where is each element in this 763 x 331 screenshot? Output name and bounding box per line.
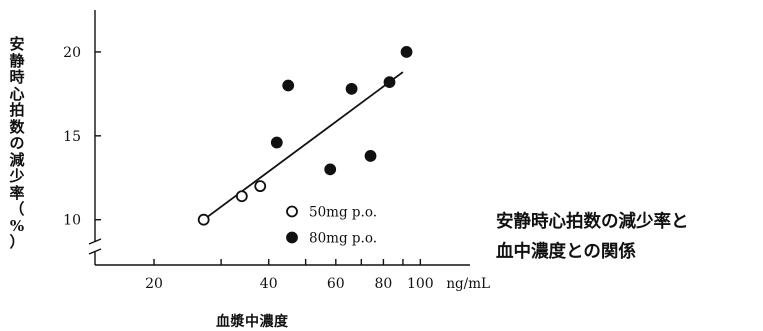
figure-caption: 安静時心拍数の減少率と 血中濃度との関係 xyxy=(496,207,689,267)
y-axis-label-char: 少 xyxy=(9,167,25,185)
axis-break-mark xyxy=(88,248,102,255)
y-axis-label-char: 率 xyxy=(9,183,25,202)
data-point-filled xyxy=(383,76,396,89)
data-point-filled xyxy=(364,150,377,162)
y-axis-label-char: % xyxy=(9,216,25,235)
data-point-filled xyxy=(400,46,413,58)
x-axis-label: 血漿中濃度 xyxy=(216,314,289,330)
caption-line-1: 安静時心拍数の減少率と xyxy=(496,212,689,232)
data-points xyxy=(197,46,413,226)
data-point-filled xyxy=(324,163,337,176)
y-axis-label-char: ） xyxy=(9,233,25,251)
legend-marker xyxy=(286,231,298,244)
x-unit-label: ng/mL xyxy=(446,276,490,292)
legend-label: 80mg p.o. xyxy=(309,231,377,247)
y-axis-label-char: 拍 xyxy=(9,101,25,119)
y-axis-label-char: の xyxy=(9,134,25,152)
y-tick-label: 10 xyxy=(63,213,81,229)
x-tick-label: 20 xyxy=(145,276,163,292)
axis-break-mark xyxy=(88,238,102,245)
y-axis-label-char: 安 xyxy=(9,35,25,53)
y-axis-label-char: 静 xyxy=(9,51,25,70)
caption-line-2: 血中濃度との関係 xyxy=(496,242,636,262)
x-tick-label: 100 xyxy=(407,276,434,292)
data-point-filled xyxy=(270,136,283,149)
y-axis-label-char: 減 xyxy=(9,150,25,169)
y-axis-label-char: 心 xyxy=(9,84,25,103)
axes xyxy=(88,10,470,266)
data-point-open xyxy=(254,180,267,193)
ticks: 10 15 20 20 40 60 80 100 ng/mL xyxy=(63,45,490,292)
y-tick-label: 20 xyxy=(63,45,81,61)
data-point-filled xyxy=(282,79,295,92)
regression-line-group xyxy=(203,71,404,221)
regression-line xyxy=(203,71,404,221)
data-point-open xyxy=(235,190,248,203)
legend-marker xyxy=(286,205,298,218)
x-tick-label: 60 xyxy=(327,276,345,292)
y-axis-label-char: 時 xyxy=(9,68,25,86)
x-tick-label: 80 xyxy=(375,276,393,292)
y-axis-label-char: 数 xyxy=(9,117,25,136)
y-axis-label: 安静時心拍数の減少率（%） xyxy=(6,36,28,251)
legend: 50mg p.o. 80mg p.o. xyxy=(286,205,377,247)
data-point-filled xyxy=(345,82,358,95)
y-axis-label-char: （ xyxy=(9,200,25,218)
x-tick-label: 40 xyxy=(260,276,278,292)
legend-label: 50mg p.o. xyxy=(309,205,377,221)
y-tick-label: 15 xyxy=(63,129,81,145)
data-point-open xyxy=(197,213,210,226)
